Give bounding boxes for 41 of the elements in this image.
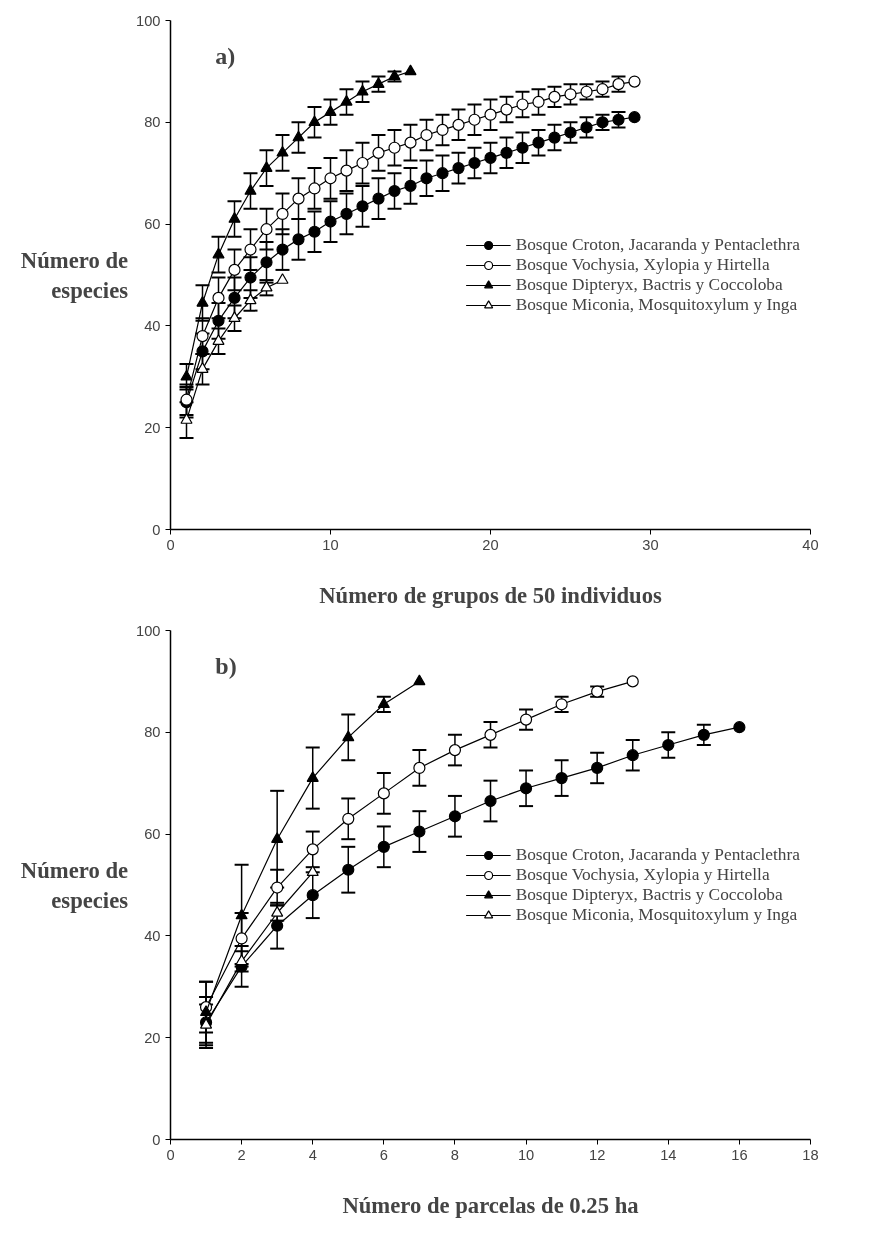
x-tick-label: 10 (322, 536, 339, 553)
legend-label: Bosque Vochysia, Xylopia y Hirtella (515, 254, 770, 275)
y-tick-label: 40 (144, 927, 161, 944)
x-axis-title: Número de grupos de 50 individuos (319, 582, 662, 608)
y-tick-label: 80 (144, 724, 161, 741)
legend-label: Bosque Miconia, Mosquitoxylum y Inga (515, 294, 798, 315)
y-tick-label: 60 (144, 826, 161, 843)
annotation: a) (215, 43, 236, 70)
x-axis-title: Número de parcelas de 0.25 ha (342, 1192, 639, 1218)
x-tick-label: 0 (166, 536, 175, 553)
annotation: b) (215, 653, 237, 680)
y-tick-label: 60 (144, 216, 161, 233)
x-tick-label: 20 (482, 536, 499, 553)
y-tick-label: 0 (152, 521, 161, 538)
x-tick-label: 10 (517, 1146, 535, 1163)
x-tick-label: 40 (802, 536, 819, 553)
y-tick-label: 100 (136, 622, 161, 639)
y-tick-label: 100 (136, 12, 161, 29)
y-axis-title: Número de especies (20, 247, 129, 303)
x-tick-label: 18 (802, 1146, 819, 1163)
y-tick-label: 40 (144, 317, 161, 334)
legend-label: Bosque Dipteryx, Bactris y Coccoloba (515, 274, 783, 295)
y-tick-label: 20 (144, 1029, 161, 1046)
legend-label: Bosque Miconia, Mosquitoxylum y Inga (515, 904, 798, 925)
y-tick-label: 0 (152, 1131, 161, 1148)
legend-label: Bosque Dipteryx, Bactris y Coccoloba (515, 884, 783, 905)
x-tick-label: 12 (589, 1146, 606, 1163)
y-axis-title: Número de especies (20, 857, 129, 913)
x-tick-label: 16 (731, 1146, 748, 1163)
x-tick-label: 6 (379, 1146, 388, 1163)
x-tick-label: 8 (450, 1146, 460, 1163)
x-tick-label: 4 (308, 1146, 317, 1163)
legend-label: Bosque Vochysia, Xylopia y Hirtella (515, 864, 770, 885)
x-tick-label: 14 (660, 1146, 677, 1163)
legend-label: Bosque Croton, Jacaranda y Pentaclethra (515, 844, 800, 865)
legend-label: Bosque Croton, Jacaranda y Pentaclethra (515, 234, 800, 255)
y-tick-label: 80 (144, 114, 161, 131)
x-tick-label: 2 (237, 1146, 246, 1163)
y-tick-label: 20 (144, 419, 161, 436)
x-tick-label: 0 (166, 1146, 175, 1163)
x-tick-label: 30 (642, 536, 659, 553)
